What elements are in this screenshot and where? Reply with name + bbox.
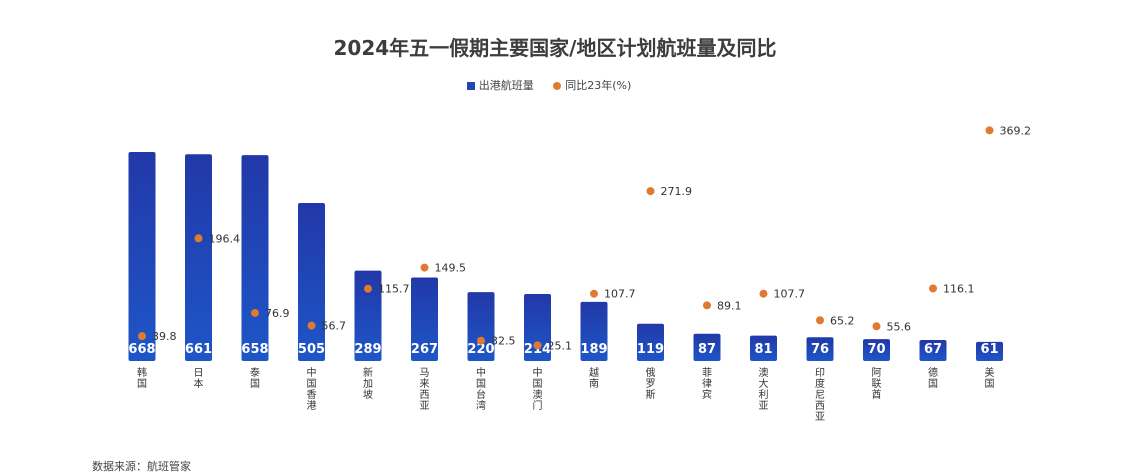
yoy-dot-6[interactable] xyxy=(420,263,429,272)
bar-3[interactable] xyxy=(241,155,269,361)
legend-item-yoy[interactable]: 同比23年(%) xyxy=(553,77,631,93)
x-tick-label: 越南 xyxy=(589,366,599,390)
x-tick-label: 泰国 xyxy=(250,366,260,390)
yoy-dot-14[interactable] xyxy=(872,322,881,331)
x-tick-label: 日本 xyxy=(194,368,204,390)
bar-7[interactable] xyxy=(467,292,495,361)
bar-13[interactable] xyxy=(806,337,834,361)
bar-value-label: 661 xyxy=(185,342,212,357)
yoy-value-label: 76.9 xyxy=(265,307,290,320)
legend: 出港航班量 同比23年(%) xyxy=(0,77,1098,93)
yoy-value-label: 149.5 xyxy=(435,262,467,275)
bar-1[interactable] xyxy=(128,152,156,361)
bar-value-label: 76 xyxy=(811,342,829,357)
yoy-value-label: 65.2 xyxy=(830,314,855,327)
yoy-dot-3[interactable] xyxy=(251,308,259,317)
bar-value-label: 70 xyxy=(867,342,885,357)
bar-value-label: 87 xyxy=(698,342,716,357)
chart-title: 2024年五一假期主要国家/地区计划航班量及同比 xyxy=(333,36,777,60)
yoy-dot-10[interactable] xyxy=(646,187,655,196)
bar-9[interactable] xyxy=(580,301,608,361)
yoy-value-label: 107.7 xyxy=(774,288,806,301)
x-tick-label: 德国 xyxy=(928,366,938,390)
yoy-value-label: 107.7 xyxy=(604,288,636,301)
yoy-value-label: 25.1 xyxy=(548,339,573,352)
bar-value-label: 267 xyxy=(411,342,438,357)
yoy-dot-16[interactable] xyxy=(985,126,994,135)
x-tick-label: 俄罗斯 xyxy=(646,367,656,401)
bar-12[interactable] xyxy=(750,335,777,361)
bar-14[interactable] xyxy=(863,339,890,361)
bar-6[interactable] xyxy=(411,277,438,361)
yoy-value-label: 56.7 xyxy=(322,320,347,333)
dots-layer: 39.8 196.4 76.9 56.7 115.7 149.5 32.5 25.1 107.7… xyxy=(138,124,1031,352)
yoy-value-label: 271.9 xyxy=(661,185,693,198)
yoy-dot-2[interactable] xyxy=(194,234,203,243)
yoy-dot-1[interactable] xyxy=(138,332,146,341)
yoy-value-label: 39.8 xyxy=(152,330,177,343)
x-tick-label: 马来西亚 xyxy=(420,367,430,412)
bar-4[interactable] xyxy=(298,202,325,361)
legend-item-bar[interactable]: 出港航班量 xyxy=(466,77,534,93)
bar-value-label: 658 xyxy=(241,342,268,357)
yoy-value-label: 32.5 xyxy=(491,335,516,348)
x-tick-label: 中国台湾 xyxy=(476,366,486,412)
yoy-dot-12[interactable] xyxy=(759,289,768,298)
bar-value-label: 189 xyxy=(580,342,607,357)
legend-dot-swatch xyxy=(553,82,562,90)
x-tick-label: 新加坡 xyxy=(363,366,373,401)
legend-label-yoy: 同比23年(%) xyxy=(565,79,632,92)
bar-5[interactable] xyxy=(354,270,382,361)
legend-label-bar: 出港航班量 xyxy=(478,79,534,92)
yoy-value-label: 369.2 xyxy=(1000,124,1032,137)
bar-value-label: 119 xyxy=(637,342,664,357)
bar-value-label: 214 xyxy=(524,342,551,357)
yoy-dot-11[interactable] xyxy=(703,301,711,310)
x-tick-label: 中国澳门 xyxy=(533,366,543,412)
x-tick-label: 韩国 xyxy=(137,366,147,390)
yoy-dot-13[interactable] xyxy=(816,316,824,325)
bar-value-label: 81 xyxy=(754,342,772,357)
bar-2[interactable] xyxy=(185,154,212,361)
yoy-value-label: 89.1 xyxy=(717,299,742,312)
yoy-value-label: 196.4 xyxy=(209,232,241,245)
bar-15[interactable] xyxy=(919,340,947,361)
yoy-dot-9[interactable] xyxy=(590,289,598,298)
yoy-value-label: 115.7 xyxy=(378,283,410,296)
yoy-dot-15[interactable] xyxy=(929,284,937,293)
yoy-value-label: 116.1 xyxy=(943,282,975,295)
bar-value-label: 220 xyxy=(467,342,494,357)
x-tick-label: 中国香港 xyxy=(307,366,317,412)
bar-value-label: 67 xyxy=(924,342,942,357)
legend-bar-swatch xyxy=(466,82,475,90)
yoy-value-label: 55.6 xyxy=(887,320,912,333)
bar-8[interactable] xyxy=(524,294,551,361)
x-tick-label: 澳大利亚 xyxy=(759,366,769,412)
x-tick-label: 美国 xyxy=(985,366,995,390)
bar-value-label: 289 xyxy=(354,342,381,357)
bar-value-label: 668 xyxy=(128,342,155,357)
bars-layer: 668 661 658 505 289 267 220 214 189 119 87 81 76 70 67… xyxy=(128,152,1003,361)
x-axis-labels: 韩国 日本 泰国 中国香港 新加坡 马来西亚 中国台湾 中国澳门 越南 俄罗斯 菲律宾 澳大利亚 印度尼… xyxy=(137,366,995,423)
yoy-dot-5[interactable] xyxy=(364,284,372,293)
x-tick-label: 阿联酋 xyxy=(872,367,882,401)
source-note: 数据来源：航班管家 xyxy=(92,460,191,473)
bar-11[interactable] xyxy=(693,333,721,361)
bar-value-label: 505 xyxy=(298,342,325,357)
yoy-dot-8[interactable] xyxy=(533,341,542,350)
x-tick-label: 印度尼西亚 xyxy=(815,367,825,423)
yoy-dot-4[interactable] xyxy=(307,321,316,330)
bar-16[interactable] xyxy=(976,341,1003,361)
yoy-dot-7[interactable] xyxy=(477,336,485,345)
x-tick-label: 菲律宾 xyxy=(702,367,712,401)
bar-10[interactable] xyxy=(637,323,664,361)
bar-value-label: 61 xyxy=(980,342,998,357)
